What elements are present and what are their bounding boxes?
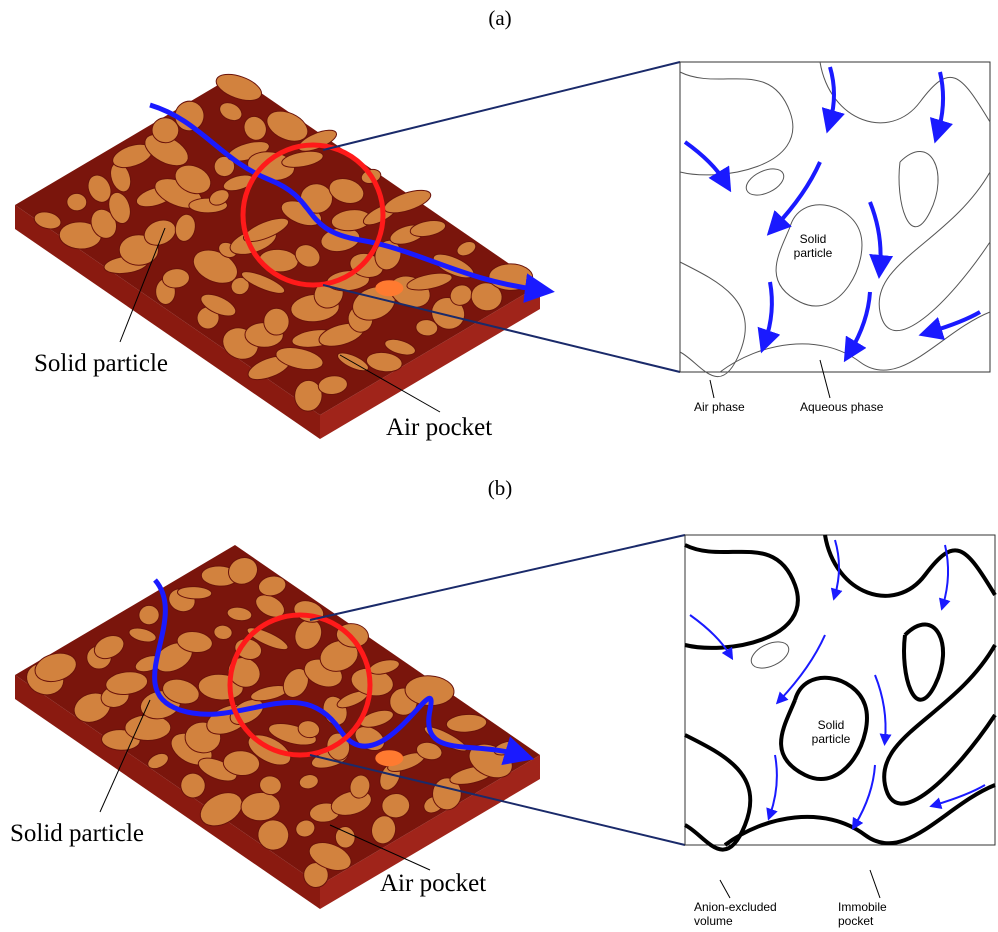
pointer-line	[720, 880, 730, 898]
inset-particle-label: Solid particle	[788, 232, 838, 260]
anion-excluded-label: Anion-excluded volume	[694, 900, 794, 928]
panel-label: (b)	[470, 476, 530, 501]
particle-label: Solid particle	[10, 820, 144, 848]
pointer-line	[870, 870, 880, 898]
air-phase-label: Air phase	[694, 400, 745, 414]
air-pocket	[375, 750, 403, 766]
panel-label: (a)	[470, 6, 530, 31]
zoom-line	[310, 535, 685, 620]
particle-label: Solid particle	[34, 350, 168, 378]
immobile-pocket-label: Immobile pocket	[838, 900, 898, 928]
pointer-line	[710, 380, 714, 398]
figure-graphics	[0, 0, 998, 932]
figure: (a) Solid particle Air pocket Solid part…	[0, 0, 998, 932]
aqueous-phase-label: Aqueous phase	[800, 400, 883, 414]
zoom-line	[323, 62, 680, 150]
particle	[264, 308, 290, 335]
air-pocket-label: Air pocket	[380, 870, 486, 898]
particle	[125, 715, 171, 741]
inset-particle-label: Solid particle	[806, 718, 856, 746]
air-pocket-label: Air pocket	[386, 414, 492, 442]
air-pocket	[375, 280, 403, 296]
